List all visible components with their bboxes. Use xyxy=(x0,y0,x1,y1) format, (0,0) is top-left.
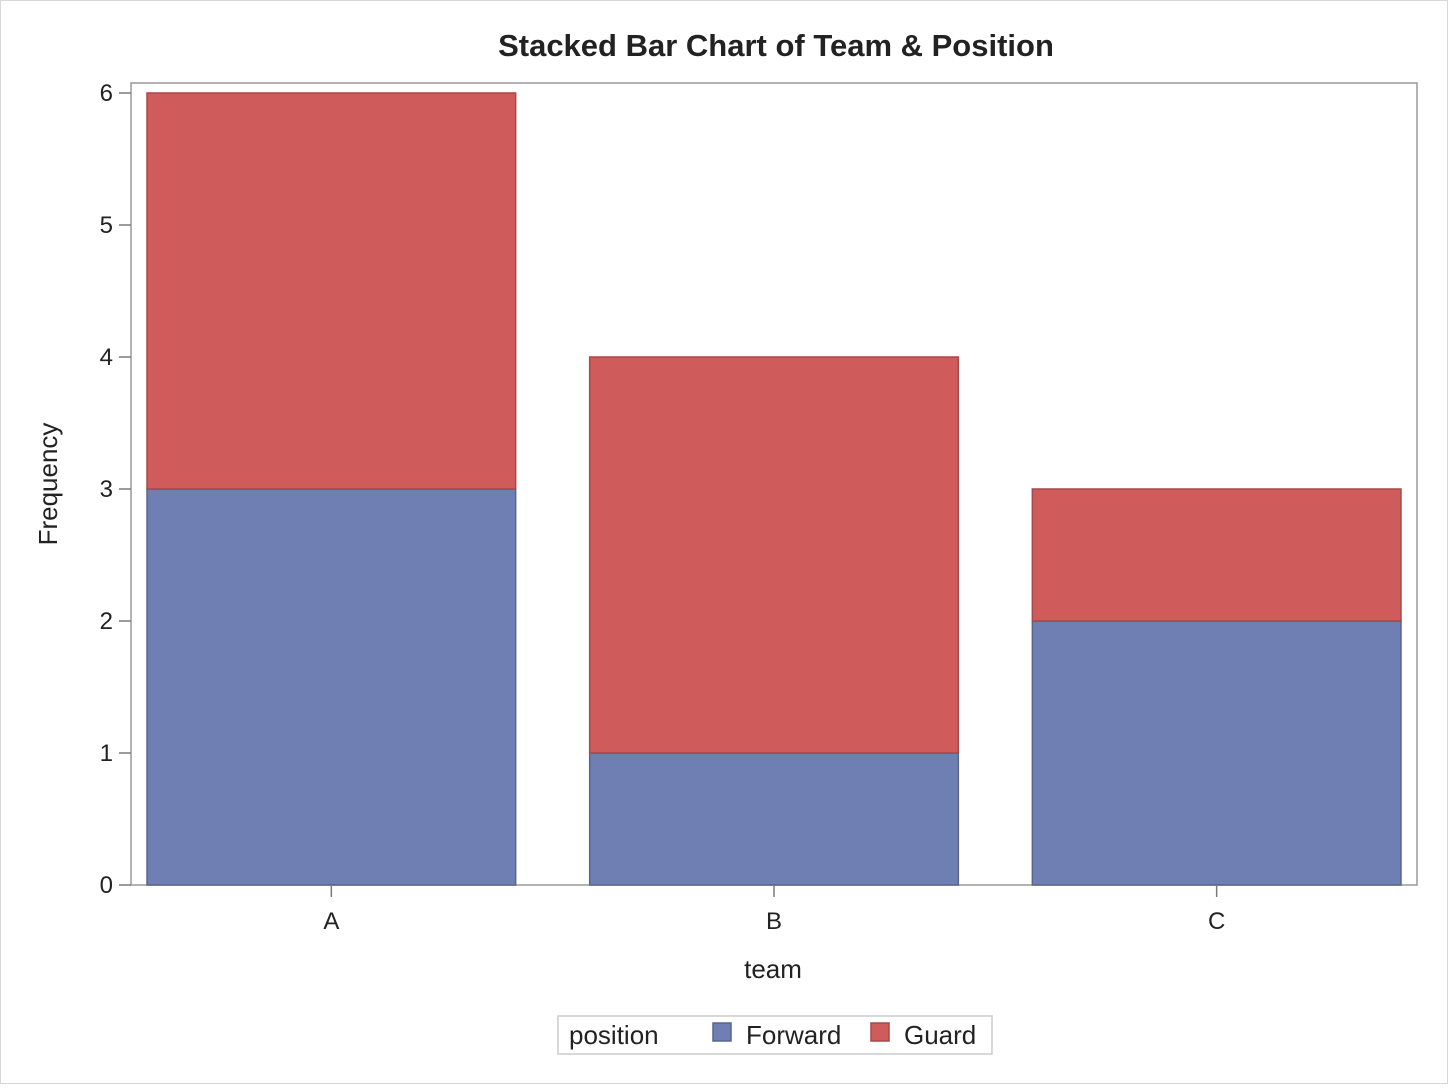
x-tick-label: A xyxy=(323,908,339,935)
y-tick-label: 6 xyxy=(100,80,113,107)
bar-segment-guard-b xyxy=(588,356,960,754)
y-tick-label: 2 xyxy=(100,608,113,635)
bar-segment-guard-c xyxy=(1031,488,1402,622)
y-axis: 0 1 2 3 4 5 6 xyxy=(100,80,131,899)
x-tick-label: B xyxy=(766,908,782,935)
x-tick-label: C xyxy=(1208,908,1225,935)
bars-group xyxy=(146,92,1402,886)
legend-title: position xyxy=(569,1020,659,1050)
y-axis-label: Frequency xyxy=(33,423,63,546)
legend-swatch-guard xyxy=(870,1022,890,1042)
bar-segment-forward-b xyxy=(588,752,960,886)
y-tick-label: 5 xyxy=(100,212,113,239)
bar-segment-forward-a xyxy=(146,488,517,886)
legend-box xyxy=(557,1015,993,1055)
legend: position Forward Guard xyxy=(557,1015,993,1055)
legend-swatch-forward xyxy=(712,1022,732,1042)
y-tick-label: 0 xyxy=(100,872,113,899)
x-axis: A B C xyxy=(323,885,1225,935)
x-axis-label: team xyxy=(744,954,802,984)
bar-segment-guard-a xyxy=(146,92,517,490)
legend-label-guard: Guard xyxy=(904,1020,976,1050)
legend-label-forward: Forward xyxy=(746,1020,841,1050)
bar-segment-forward-c xyxy=(1031,620,1402,886)
y-tick-label: 3 xyxy=(100,476,113,503)
y-tick-label: 1 xyxy=(100,740,113,767)
y-tick-label: 4 xyxy=(100,344,113,371)
chart-title: Stacked Bar Chart of Team & Position xyxy=(498,28,1054,63)
